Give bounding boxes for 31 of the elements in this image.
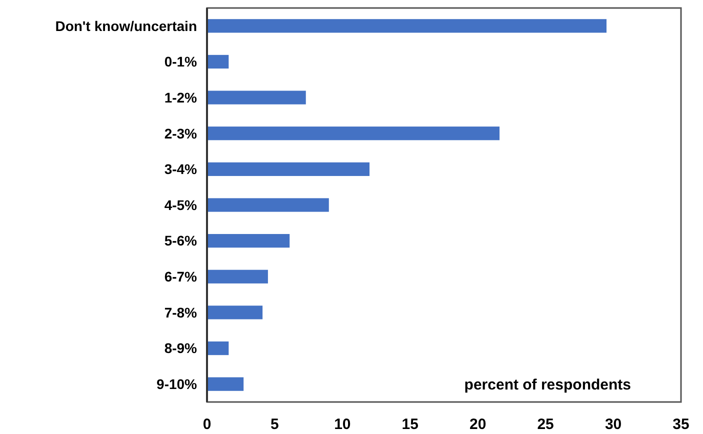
bar [207, 306, 263, 320]
y-tick-label: 6-7% [164, 268, 198, 285]
y-tick-label: 3-4% [164, 161, 198, 178]
bar [207, 90, 306, 104]
bar [207, 341, 229, 356]
x-axis-title: percent of respondents [464, 376, 631, 394]
y-tick-label: Don't know/uncertain [55, 18, 197, 34]
x-tick-label: 10 [334, 416, 351, 433]
y-tick-label: 5-6% [164, 232, 198, 249]
y-tick-label: 8-9% [164, 340, 198, 356]
y-tick-label: 0-1% [164, 54, 198, 70]
bar [207, 270, 268, 284]
bar [207, 234, 290, 248]
x-tick-label: 0 [202, 416, 212, 433]
bar [207, 19, 607, 33]
y-tick-label: 1-2% [164, 89, 198, 106]
x-tick-label: 15 [402, 416, 418, 433]
y-tick-label: 4-5% [164, 196, 198, 213]
bar [207, 377, 244, 391]
y-tick-label: 2-3% [164, 125, 198, 142]
x-tick-label: 30 [604, 416, 622, 433]
x-tick-label: 35 [672, 416, 690, 433]
x-tick-label: 20 [470, 416, 486, 433]
x-tick-label: 5 [270, 416, 279, 433]
bar [207, 198, 329, 212]
x-tick-label: 25 [537, 416, 554, 433]
bar [207, 126, 500, 140]
bar [207, 54, 229, 69]
bar [207, 162, 370, 176]
y-tick-label: 9-10% [156, 376, 198, 392]
y-tick-label: 7-8% [164, 304, 198, 320]
